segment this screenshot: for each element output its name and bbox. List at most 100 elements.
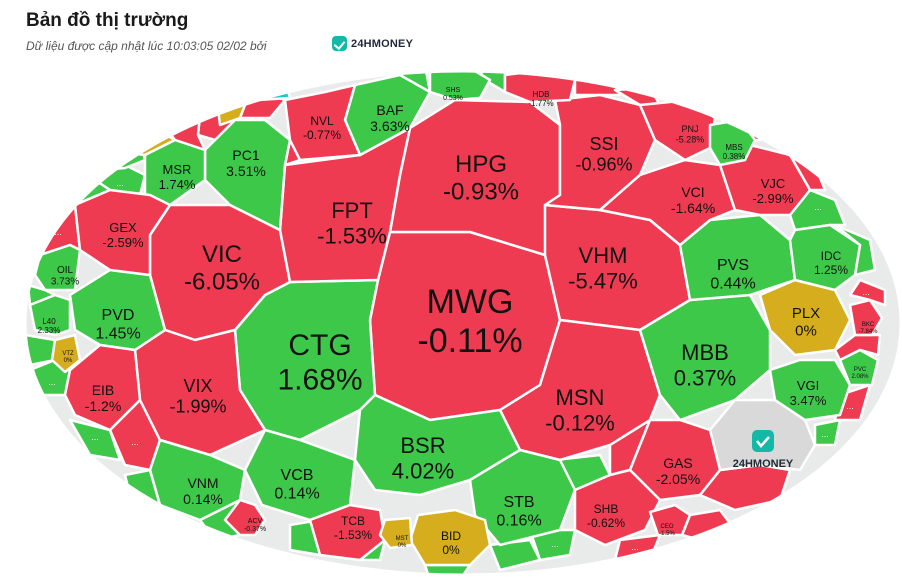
treemap-filler-cell[interactable] [813,418,842,447]
change-label: 4.02% [392,458,454,483]
treemap-cell-vgi[interactable] [768,358,852,422]
treemap-cell-mst[interactable] [378,516,414,550]
ticker-label: MSR [163,162,192,177]
ticker-label: L40 [42,317,56,326]
ticker-label: NVL [310,114,334,128]
ticker-label: EIB [92,382,115,398]
ticker-label: BSR [400,433,445,458]
ticker-label: BKC [862,322,875,328]
treemap-cell-vix[interactable] [133,328,267,457]
ticker-label: VNM [187,475,218,491]
treemap-cell-oil[interactable] [33,243,82,292]
treemap-cell-bkc[interactable] [848,298,884,337]
change-label: -0.62% [587,516,625,530]
more-label: ... [631,542,639,552]
treemap-cells: ....................................MWG-… [25,68,901,580]
change-label: -5.28% [676,134,705,144]
change-label: 2.33% [38,326,61,335]
ticker-label: CEO [660,524,673,530]
treemap-filler-cell[interactable] [423,563,472,580]
ticker-label: CTG [288,329,351,362]
ticker-label: PC1 [232,147,259,163]
treemap-cell-pc1[interactable] [203,118,292,232]
ticker-label: PNJ [681,124,698,134]
treemap-cell-eib[interactable] [63,343,142,432]
ticker-label: PVD [102,307,135,324]
ticker-label: TCB [341,514,365,528]
ticker-label: BID [441,529,461,543]
ticker-label: PVC [854,367,867,373]
change-label: 1.45% [95,325,140,342]
ticker-label: VCB [281,467,314,484]
change-label: -1.2% [85,398,122,414]
change-label: -0.96% [575,155,632,175]
change-label: -2.05% [656,471,700,487]
change-label: 0% [398,543,407,549]
change-label: -0.77% [303,128,341,142]
ticker-label: MSN [556,385,605,410]
change-label: 1.25% [814,263,848,277]
change-label: -0.37% [244,526,266,533]
change-label: 0.44% [710,275,755,292]
more-label: ... [116,178,124,188]
treemap-cell-pvc[interactable] [838,348,880,387]
change-label: -2.99% [752,191,794,206]
change-label: 0.14% [183,491,223,507]
brand-name: 24HMONEY [351,37,414,50]
ticker-label: VGI [797,378,819,393]
ticker-label: STB [503,494,534,511]
treemap-cell-nvl[interactable] [283,83,362,162]
treemap-cell-l40[interactable] [28,293,72,337]
change-label: -1.77% [528,99,553,108]
more-label: ... [131,437,139,447]
change-label: 3.63% [370,118,410,134]
treemap-cell-vnm[interactable] [148,438,247,522]
change-label: -1.5% [659,531,675,537]
more-label: ... [54,227,62,237]
ticker-label: GEX [109,220,137,235]
ticker-label: PLX [792,305,820,322]
change-label: 1.68% [277,364,362,397]
more-label: ... [862,287,870,297]
change-label: -0.11% [417,322,522,360]
watermark-check-mark [756,436,770,448]
ticker-label: HPG [455,151,507,178]
change-label: -7.84% [858,329,878,335]
more-label: ... [48,377,56,387]
treemap-cell-ceo[interactable] [648,503,692,537]
ticker-label: MBS [725,143,742,152]
change-label: 0% [64,358,73,364]
change-label: -1.53% [317,223,387,248]
treemap-filler-cell[interactable] [848,278,887,307]
ticker-label: VCI [681,184,704,200]
more-label: ... [551,539,559,549]
treemap-cell-vjc[interactable] [718,143,812,217]
change-label: -1.99% [169,397,226,417]
treemap-cell-shs[interactable] [428,68,492,102]
ticker-label: IDC [821,249,842,263]
change-label: 1.74% [159,177,196,192]
ticker-label: VIX [183,376,212,396]
more-label: ... [814,202,822,212]
treemap-cell-vci[interactable] [598,158,737,247]
ticker-label: VJC [761,176,786,191]
ticker-label: OIL [57,265,74,276]
treemap-cell-idc[interactable] [788,223,862,292]
treemap-cell-acv[interactable] [223,498,267,537]
change-label: 3.51% [226,163,266,179]
ticker-label: ACV [248,518,263,525]
ticker-label: VHM [579,243,628,268]
ticker-label: MWG [427,283,514,321]
watermark-check-icon [752,430,774,452]
ticker-label: VIC [202,241,242,268]
ticker-label: FPT [331,198,373,223]
brand-logo[interactable]: 24HMONEY [332,36,413,51]
treemap-cell-vtz[interactable] [50,333,82,374]
ticker-label: MBB [681,340,729,365]
change-label: -2.59% [102,235,144,250]
change-label: 2.08% [851,374,869,380]
treemap-cell-gex[interactable] [73,188,172,277]
watermark-label: 24HMONEY [733,458,794,470]
more-label: ... [846,401,854,411]
